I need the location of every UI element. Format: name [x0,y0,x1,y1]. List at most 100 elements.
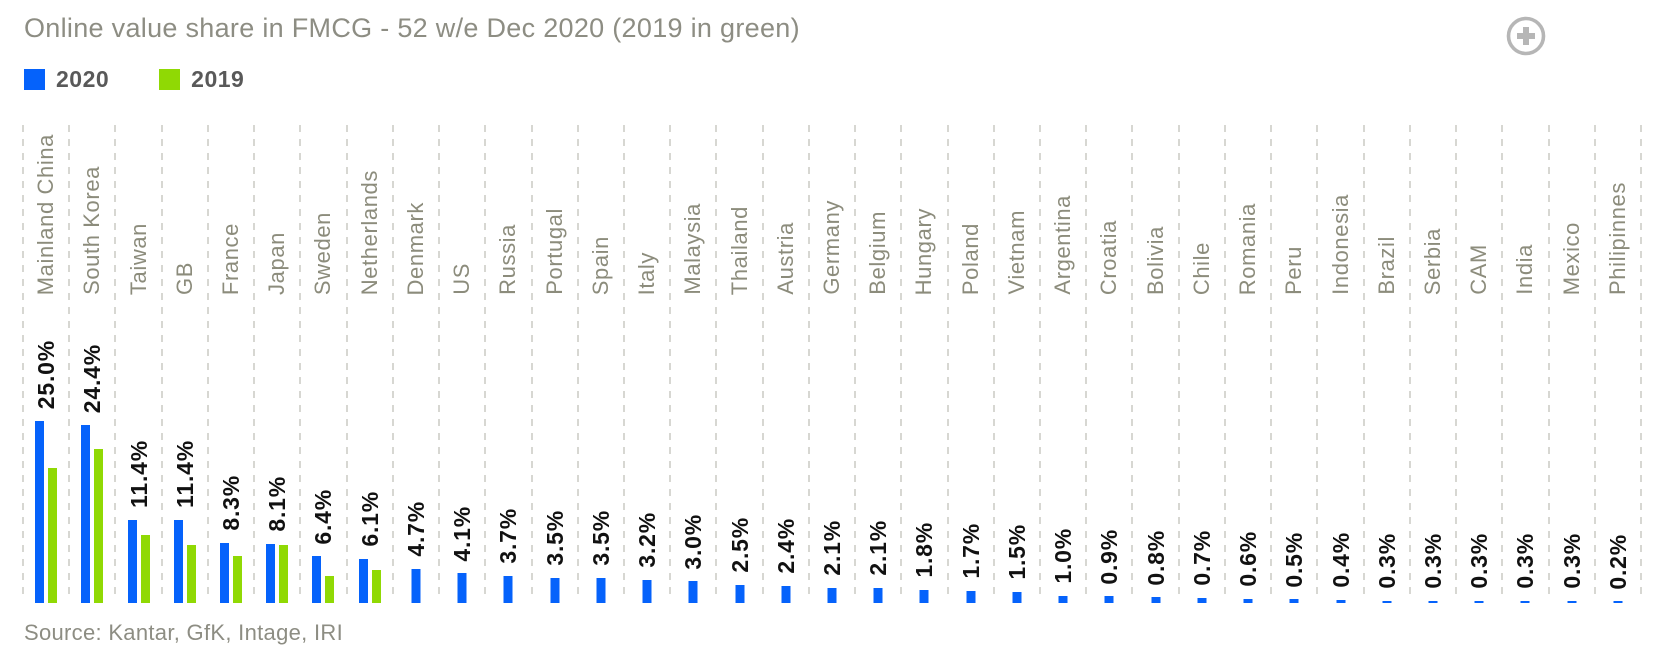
bar-2020 [827,587,837,603]
gridline [1270,125,1273,595]
gridline [1501,125,1504,595]
gridline [576,125,579,595]
bar-2020 [1197,597,1207,603]
legend-swatch-2019 [159,69,181,90]
gridline [715,125,718,595]
gridline [68,125,71,595]
country-label: France [218,222,244,295]
bar-group [266,544,289,603]
bar-group [1428,600,1438,603]
chart-column: Serbia 0.3% [1410,125,1456,603]
bar-2020 [642,579,652,603]
chart-column: Hungary 1.8% [901,125,947,603]
bar-group [919,589,929,603]
country-label: Sweden [310,211,336,295]
bar-2020 [1428,600,1438,603]
expand-button[interactable] [1504,14,1548,58]
chart-column: Italy 3.2% [624,125,670,603]
bar-group [1567,600,1577,603]
value-label: 3.0% [680,513,707,570]
country-label: Spain [587,235,613,295]
value-label: 3.5% [541,509,568,566]
chart-column: Spain 3.5% [578,125,624,603]
country-label: Portugal [541,208,567,295]
bar-2020 [503,576,513,603]
bar-group [1104,596,1114,603]
legend-item-2020: 2020 [24,66,109,93]
gridline [484,125,487,595]
chart-column: Austria 2.4% [763,125,809,603]
bar-group [735,584,745,603]
gridline [438,125,441,595]
gridline [299,125,302,595]
legend-label-2019: 2019 [191,66,245,92]
value-label: 24.4% [79,344,106,414]
bar-2020 [1012,592,1022,603]
page-title: Online value share in FMCG - 52 w/e Dec … [24,13,800,43]
bar-2020 [173,520,183,603]
gridline [530,125,533,595]
country-label: Brazil [1373,236,1399,295]
country-label: Italy [634,251,660,295]
value-label: 3.5% [587,509,614,566]
country-label: Mainland China [33,133,59,295]
gridline [1039,125,1042,595]
bar-group [1197,597,1207,603]
bar-2020 [781,585,791,603]
country-label: Romania [1235,202,1261,295]
chart-column: Mexico 0.3% [1549,125,1595,603]
bar-2020 [1520,600,1530,603]
bar-group [503,576,513,603]
bar-2020 [127,520,137,603]
bar-group [457,573,467,603]
country-label: Indonesia [1327,194,1353,295]
value-label: 11.4% [171,440,198,509]
bar-group [1336,600,1345,603]
value-label: 1.8% [911,522,938,578]
chart-column: Denmark 4.7% [393,125,439,603]
chart-column: Thailand 2.5% [716,125,762,603]
gridline [669,125,672,595]
legend-swatch-2020 [24,69,45,90]
country-label: Hungary [911,207,937,295]
bar-group [1613,601,1623,603]
value-label: 0.3% [1512,533,1539,589]
country-label: Argentina [1050,195,1076,295]
gridline [1547,125,1550,595]
bar-group [35,421,58,603]
country-label: Philipinnes [1604,181,1630,295]
value-label: 2.4% [772,517,799,574]
value-label: 0.3% [1558,533,1585,589]
bar-2019 [325,576,335,603]
bar-group [1243,598,1253,603]
gridline [1408,125,1411,595]
value-label: 8.3% [218,474,245,531]
legend-item-2019: 2019 [159,66,244,93]
bar-group [358,558,381,603]
country-label: India [1512,244,1538,295]
gridline [622,125,625,595]
plus-circle-icon [1506,16,1546,56]
bar-2020 [596,577,606,603]
bar-2019 [233,556,243,603]
gridline [1593,125,1596,595]
country-label: Thailand [726,205,752,295]
gridline [1362,125,1365,595]
chart-column: Taiwan 11.4% [115,125,161,603]
gridline [114,125,117,595]
chart-column: France 8.3% [208,125,254,603]
gridline [253,125,256,595]
value-label: 1.7% [957,523,984,579]
bar-2020 [1474,600,1484,603]
bar-group [550,577,560,603]
country-label: Serbia [1419,227,1445,295]
value-label: 0.4% [1327,532,1354,589]
chart-column: Romania 0.6% [1225,125,1271,603]
country-label: Taiwan [125,222,151,295]
country-label: Denmark [402,201,428,295]
value-label: 0.7% [1188,530,1215,586]
value-label: 2.1% [818,520,845,576]
bar-group [220,542,243,603]
gridline [1177,125,1180,595]
gridline [391,125,394,595]
